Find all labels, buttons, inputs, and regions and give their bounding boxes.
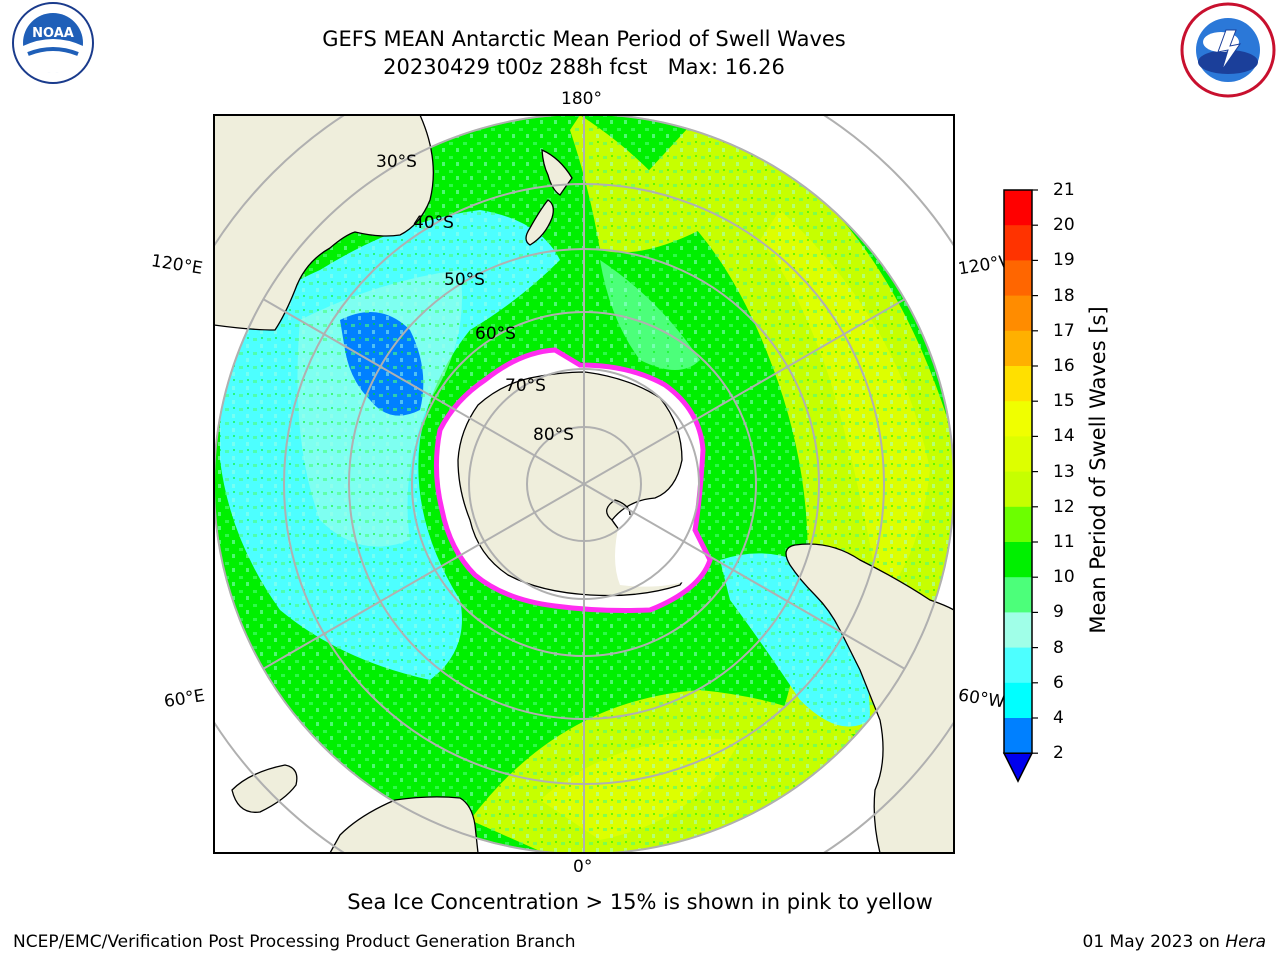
colorbar-tick-label: 17 bbox=[1053, 320, 1075, 341]
colorbar-band bbox=[1004, 506, 1032, 543]
colorbar-band bbox=[1004, 542, 1032, 578]
graticule bbox=[214, 115, 954, 853]
colorbar-tick-label: 19 bbox=[1053, 250, 1075, 271]
lat-label-40s: 40°S bbox=[413, 213, 454, 233]
colorbar-band bbox=[1004, 612, 1032, 649]
lat-label-60s: 60°S bbox=[475, 324, 516, 344]
colorbar-tick-label: 6 bbox=[1053, 672, 1064, 693]
colorbar-tick-label: 11 bbox=[1053, 532, 1075, 552]
colorbar-band bbox=[1004, 682, 1032, 719]
colorbar-label: Mean Period of Swell Waves [s] bbox=[1086, 306, 1110, 634]
colorbar bbox=[1002, 189, 1038, 783]
colorbar-band bbox=[1004, 401, 1032, 437]
colorbar-tick-label: 20 bbox=[1053, 215, 1075, 236]
lat-label-70s: 70°S bbox=[505, 376, 546, 396]
colorbar-band bbox=[1004, 577, 1032, 613]
map-frame bbox=[213, 114, 955, 854]
lat-label-50s: 50°S bbox=[444, 270, 485, 290]
noaa-logo-icon: NOAA bbox=[12, 2, 94, 84]
colorbar-tick-label: 16 bbox=[1053, 356, 1075, 376]
colorbar-tick-label: 14 bbox=[1053, 426, 1075, 447]
land-new-zealand bbox=[525, 148, 573, 246]
chart-subtitle: 20230429 t00z 288h fcst Max: 16.26 bbox=[383, 55, 785, 79]
colorbar-band bbox=[1004, 718, 1032, 754]
noaa-logo-text: NOAA bbox=[32, 26, 74, 41]
colorbar-tick-label: 15 bbox=[1053, 391, 1075, 412]
lat-label-30s: 30°S bbox=[376, 152, 417, 172]
chart-title: GEFS MEAN Antarctic Mean Period of Swell… bbox=[322, 27, 846, 51]
colorbar-tick-label: 21 bbox=[1053, 180, 1075, 200]
land-south-america bbox=[785, 543, 954, 853]
nws-logo-icon bbox=[1180, 2, 1276, 98]
colorbar-tick-label: 10 bbox=[1053, 567, 1075, 588]
lon-label-180: 180° bbox=[561, 89, 602, 109]
colorbar-tick-label: 4 bbox=[1053, 708, 1064, 728]
land-africa bbox=[329, 796, 479, 853]
sea-ice-note: Sea Ice Concentration > 15% is shown in … bbox=[347, 890, 933, 914]
footer-date: 01 May 2023 on Hera bbox=[1083, 932, 1267, 952]
colorbar-extend-arrow bbox=[1002, 752, 1034, 783]
footer-credit: NCEP/EMC/Verification Post Processing Pr… bbox=[13, 932, 576, 952]
colorbar-band bbox=[1004, 295, 1032, 332]
colorbar-tick-label: 13 bbox=[1053, 461, 1075, 482]
lat-label-80s: 80°S bbox=[533, 425, 574, 445]
lon-label-0: 0° bbox=[573, 857, 593, 877]
colorbar-tick-label: 2 bbox=[1053, 743, 1064, 764]
colorbar-tick-label: 12 bbox=[1053, 496, 1075, 517]
colorbar-band bbox=[1004, 260, 1032, 297]
colorbar-band bbox=[1004, 190, 1032, 226]
colorbar-tick-label: 8 bbox=[1053, 637, 1064, 658]
colorbar-tick-label: 9 bbox=[1053, 602, 1064, 623]
footer-machine: Hera bbox=[1225, 932, 1266, 952]
colorbar-band bbox=[1004, 330, 1032, 367]
colorbar-band bbox=[1004, 366, 1032, 402]
footer-date-text: 01 May 2023 on bbox=[1082, 932, 1226, 952]
colorbar-band bbox=[1004, 225, 1032, 261]
colorbar-band bbox=[1004, 471, 1032, 508]
land-madagascar bbox=[231, 764, 298, 813]
colorbar-band bbox=[1004, 647, 1032, 684]
colorbar-tick-label: 18 bbox=[1053, 285, 1075, 306]
colorbar-band bbox=[1004, 436, 1032, 473]
